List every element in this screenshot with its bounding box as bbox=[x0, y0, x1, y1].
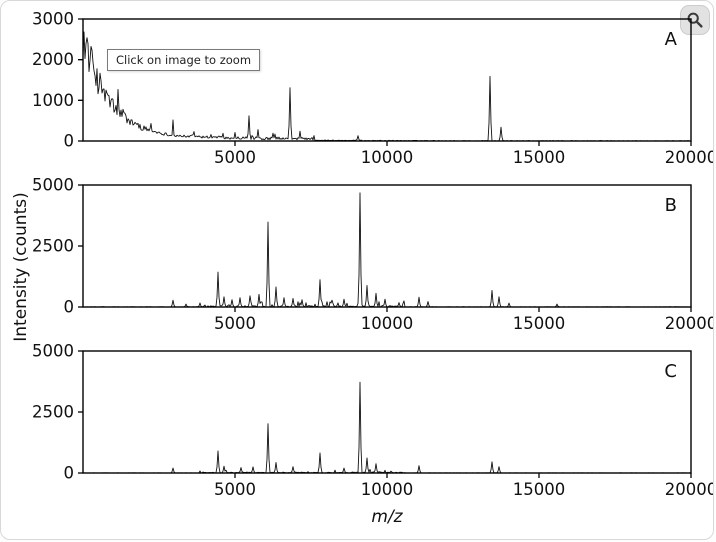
svg-text:5000: 5000 bbox=[32, 176, 74, 195]
svg-text:10000: 10000 bbox=[361, 480, 414, 499]
svg-text:5000: 5000 bbox=[214, 480, 256, 499]
svg-text:10000: 10000 bbox=[361, 314, 414, 333]
svg-text:3000: 3000 bbox=[32, 10, 74, 29]
zoom-button[interactable] bbox=[680, 5, 710, 35]
svg-text:5000: 5000 bbox=[214, 314, 256, 333]
x-axis-label: m/z bbox=[371, 507, 403, 527]
zoom-tooltip: Click on image to zoom bbox=[107, 49, 261, 71]
svg-text:10000: 10000 bbox=[361, 148, 414, 167]
magnifier-icon bbox=[686, 11, 704, 29]
spectra-panels: 5000 10000 15000 20000 0 1000 2000 3000 A 5000 10… bbox=[19, 7, 713, 505]
spectrum-panel-c[interactable]: 5000 10000 15000 20000 0 2500 5000 C bbox=[19, 339, 713, 505]
panel-letter: C bbox=[664, 361, 677, 382]
spectrum-plot-b[interactable]: 5000 10000 15000 20000 0 2500 5000 B bbox=[19, 173, 714, 339]
svg-text:2000: 2000 bbox=[32, 50, 74, 69]
svg-text:20000: 20000 bbox=[665, 480, 714, 499]
panel-letter: A bbox=[665, 29, 678, 50]
spectrum-plot-c[interactable]: 5000 10000 15000 20000 0 2500 5000 C bbox=[19, 339, 714, 505]
spectrum-panel-a[interactable]: 5000 10000 15000 20000 0 1000 2000 3000 A bbox=[19, 7, 713, 173]
panel-letter: B bbox=[665, 195, 677, 216]
figure[interactable]: Intensity (counts) 5000 10000 15000 20000 0 1… bbox=[11, 7, 713, 528]
svg-text:5000: 5000 bbox=[32, 342, 74, 361]
svg-text:0: 0 bbox=[64, 298, 75, 317]
svg-text:2500: 2500 bbox=[32, 403, 74, 422]
svg-text:5000: 5000 bbox=[214, 148, 256, 167]
svg-text:15000: 15000 bbox=[513, 148, 566, 167]
spectrum-plot-a[interactable]: 5000 10000 15000 20000 0 1000 2000 3000 A bbox=[19, 7, 714, 173]
svg-text:2500: 2500 bbox=[32, 237, 74, 256]
svg-text:0: 0 bbox=[64, 132, 75, 151]
svg-text:1000: 1000 bbox=[32, 91, 74, 110]
svg-text:0: 0 bbox=[64, 464, 75, 483]
svg-text:15000: 15000 bbox=[513, 314, 566, 333]
svg-text:15000: 15000 bbox=[513, 480, 566, 499]
svg-text:20000: 20000 bbox=[665, 148, 714, 167]
svg-text:20000: 20000 bbox=[665, 314, 714, 333]
spectrum-panel-b[interactable]: 5000 10000 15000 20000 0 2500 5000 B bbox=[19, 173, 713, 339]
y-axis-label: Intensity (counts) bbox=[11, 192, 31, 342]
